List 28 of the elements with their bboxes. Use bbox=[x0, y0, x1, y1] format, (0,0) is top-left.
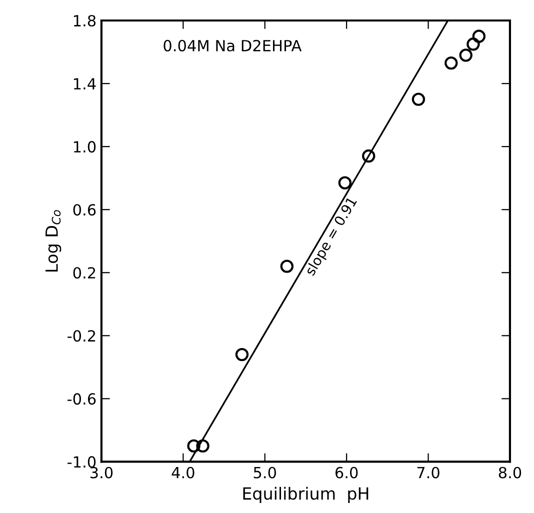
point bbox=[412, 92, 426, 106]
x-tick-label: 5.0 bbox=[254, 466, 276, 478]
y-tick-label: 0.6 bbox=[73, 204, 96, 216]
x-tick-label: 8.0 bbox=[498, 466, 522, 478]
y-tick-label: -0.2 bbox=[68, 330, 96, 342]
point bbox=[196, 439, 210, 453]
y-tick-label: 0.2 bbox=[73, 267, 96, 279]
x-tick-label: 6.0 bbox=[335, 466, 358, 478]
y-tick-label: -0.6 bbox=[68, 393, 96, 405]
point bbox=[466, 38, 480, 51]
x-axis-title: Equilibrium pH bbox=[243, 486, 368, 504]
point bbox=[472, 30, 486, 43]
x-tick-label: 4.0 bbox=[172, 466, 194, 478]
point bbox=[235, 348, 249, 362]
annotation: 0.04M Na D2EHPA bbox=[164, 40, 302, 52]
point bbox=[459, 48, 472, 62]
y-tick-label: 1.0 bbox=[74, 141, 96, 153]
y-tick-label: 1.4 bbox=[74, 78, 96, 90]
y-tick-label: -1.0 bbox=[68, 456, 96, 468]
x-tick-label: 7.0 bbox=[417, 466, 440, 478]
point bbox=[187, 439, 200, 453]
y-axis-title: Log D$_{Co}$ bbox=[46, 210, 62, 272]
point bbox=[338, 176, 352, 190]
y-tick-label: 1.8 bbox=[74, 14, 96, 27]
point bbox=[280, 260, 294, 273]
x-tick-label: 3.0 bbox=[90, 466, 113, 478]
point bbox=[362, 149, 376, 163]
point bbox=[444, 56, 458, 70]
